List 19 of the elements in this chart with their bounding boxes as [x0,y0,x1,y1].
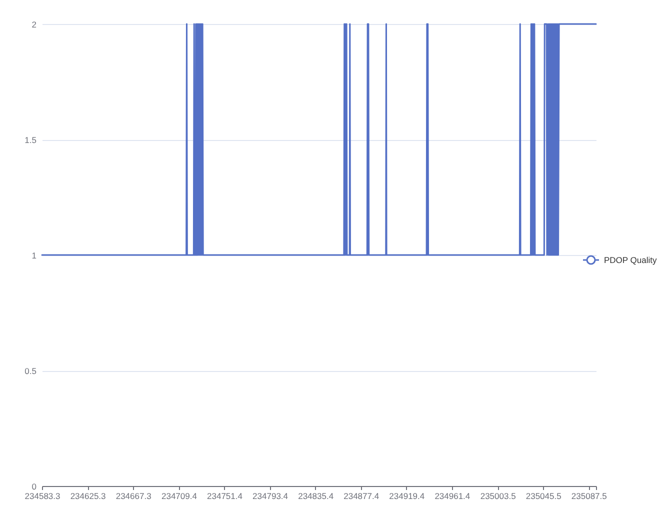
x-tick-label: 235003.5 [480,491,516,501]
x-tick-label: 234583.3 [24,491,60,501]
x-tick-label: 234625.3 [70,491,106,501]
x-tick-label: 234667.3 [116,491,152,501]
x-tick-label: 234877.4 [344,491,380,501]
x-tick-label: 235045.5 [526,491,562,501]
y-tick-label: 1.5 [24,135,37,145]
x-tick-label: 234709.4 [161,491,198,501]
x-tick-label: 234961.4 [434,491,470,501]
y-tick-label: 0 [32,482,37,492]
x-tick-label: 234835.4 [298,491,334,501]
y-tick-label: 1 [32,250,37,260]
x-tick-label: 234793.4 [252,491,288,501]
x-tick-label: 234919.4 [389,491,425,501]
x-tick-label: 234751.4 [207,491,243,501]
legend-label: PDOP Quality [604,255,658,265]
y-tick-label: 0.5 [24,366,37,376]
x-tick-label: 235087.5 [571,491,608,501]
y-tick-label: 2 [32,20,37,30]
